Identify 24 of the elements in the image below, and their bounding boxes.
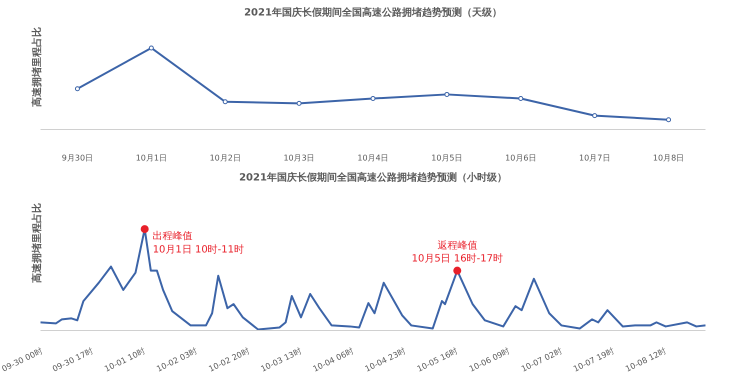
x-tick-label: 10月7日 [579, 154, 610, 162]
point [666, 117, 672, 122]
point [222, 99, 228, 104]
x-tick-label: 10月6日 [505, 154, 536, 162]
point [74, 86, 80, 92]
y-axis-title: 高速拥堵里程占比 [31, 203, 43, 283]
chart-title: 2021年国庆长假期间全国高速公路拥堵趋势预测（天级） [244, 6, 502, 18]
y-axis-title: 高速拥堵里程占比 [31, 27, 43, 107]
x-tick-label: 10月3日 [283, 154, 315, 162]
annotation: 返程峰值 10月5日 16时-17时 [412, 239, 503, 265]
chart-title: 2021年国庆长假期间全国高速公路拥堵趋势预测（小时级） [239, 172, 507, 184]
x-tick-label: 10月8日 [652, 154, 684, 162]
point [296, 100, 302, 106]
x-tick-label: 9月30日 [62, 154, 94, 162]
x-tick-label: 10月5日 [431, 154, 463, 162]
point [370, 96, 376, 102]
x-tick-label: 10月1日 [136, 154, 167, 162]
point [148, 45, 154, 50]
x-tick-label: 10月2日 [210, 154, 241, 162]
annotation: 出程峰值 10月1日 10时-11时 [152, 230, 244, 256]
point [444, 92, 450, 97]
point [518, 96, 524, 102]
point [592, 113, 598, 118]
x-tick-label: 10月4日 [357, 154, 389, 162]
